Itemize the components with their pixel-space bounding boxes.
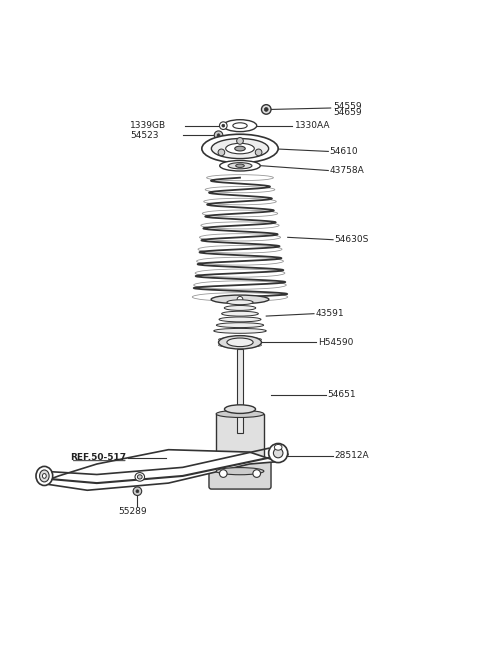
Circle shape — [222, 124, 225, 127]
Circle shape — [275, 455, 277, 457]
Text: 54659: 54659 — [333, 108, 362, 117]
Circle shape — [214, 131, 223, 140]
Ellipse shape — [227, 300, 253, 304]
FancyBboxPatch shape — [216, 414, 264, 476]
Polygon shape — [39, 450, 278, 490]
Ellipse shape — [223, 119, 257, 132]
Text: 54523: 54523 — [130, 131, 159, 140]
Text: 55289: 55289 — [118, 507, 147, 516]
Ellipse shape — [218, 336, 262, 349]
Ellipse shape — [39, 470, 49, 482]
Text: REF.50-517: REF.50-517 — [71, 453, 127, 462]
Ellipse shape — [228, 163, 252, 169]
Text: 43591: 43591 — [315, 309, 344, 318]
Ellipse shape — [233, 123, 247, 129]
Circle shape — [218, 149, 225, 155]
Ellipse shape — [219, 317, 261, 322]
Ellipse shape — [236, 164, 244, 167]
Ellipse shape — [220, 161, 260, 171]
Text: 54630S: 54630S — [335, 236, 369, 244]
Circle shape — [253, 470, 261, 478]
Ellipse shape — [224, 306, 256, 310]
Ellipse shape — [269, 443, 288, 462]
Ellipse shape — [235, 146, 245, 151]
Ellipse shape — [214, 329, 266, 333]
Ellipse shape — [202, 134, 278, 163]
Circle shape — [136, 490, 139, 493]
Text: 43758A: 43758A — [330, 167, 364, 176]
Circle shape — [255, 149, 262, 155]
Ellipse shape — [137, 475, 142, 479]
Circle shape — [272, 451, 280, 461]
Text: 1339GB: 1339GB — [130, 121, 167, 130]
Text: 54559: 54559 — [333, 102, 362, 111]
Circle shape — [237, 138, 243, 144]
Ellipse shape — [274, 448, 283, 458]
Ellipse shape — [135, 472, 144, 482]
Ellipse shape — [226, 143, 254, 154]
Text: H54590: H54590 — [318, 338, 353, 347]
Ellipse shape — [42, 474, 46, 478]
Text: 54651: 54651 — [327, 390, 356, 400]
Text: 1330AA: 1330AA — [295, 121, 330, 130]
FancyBboxPatch shape — [209, 458, 271, 489]
Ellipse shape — [227, 338, 253, 346]
Ellipse shape — [216, 410, 264, 417]
Ellipse shape — [36, 466, 53, 485]
Ellipse shape — [216, 468, 264, 475]
Ellipse shape — [211, 295, 269, 304]
Circle shape — [237, 297, 243, 302]
Circle shape — [262, 105, 271, 114]
Ellipse shape — [222, 311, 258, 316]
Circle shape — [133, 487, 142, 495]
Text: 28512A: 28512A — [335, 451, 369, 461]
Circle shape — [219, 122, 227, 129]
Ellipse shape — [225, 405, 255, 413]
Ellipse shape — [216, 323, 264, 327]
Text: 54610: 54610 — [330, 147, 359, 156]
Circle shape — [217, 134, 220, 136]
FancyBboxPatch shape — [237, 350, 243, 433]
Ellipse shape — [275, 445, 282, 450]
Circle shape — [264, 108, 268, 112]
Circle shape — [219, 470, 227, 478]
Ellipse shape — [211, 138, 269, 159]
